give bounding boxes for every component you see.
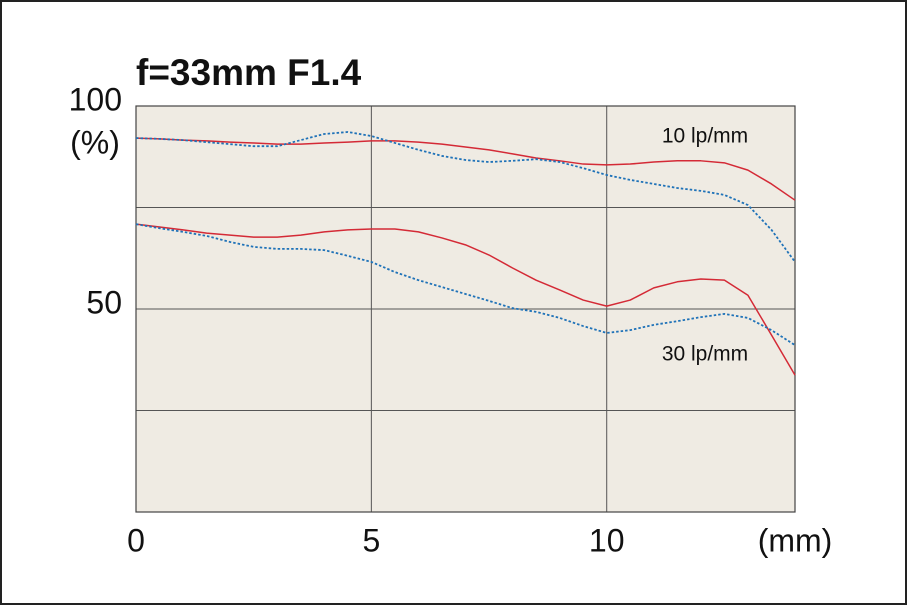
series-line (135, 137, 796, 201)
x-tick-label: 5 (362, 522, 380, 558)
y-unit: (%) (70, 124, 120, 160)
annotation: 30 lp/mm (662, 343, 748, 366)
series-line (135, 131, 796, 263)
plot-border (135, 105, 796, 513)
series-line (135, 223, 796, 376)
y-tick-label: 100 (69, 81, 122, 117)
chart-title: f=33mm F1.4 (136, 52, 362, 93)
x-tick-label: 0 (127, 522, 145, 558)
annotation: 10 lp/mm (662, 125, 748, 148)
y-tick-label: 50 (86, 284, 122, 320)
x-tick-label: 10 (589, 522, 625, 558)
series-line (135, 223, 796, 346)
x-unit: (mm) (758, 522, 833, 558)
